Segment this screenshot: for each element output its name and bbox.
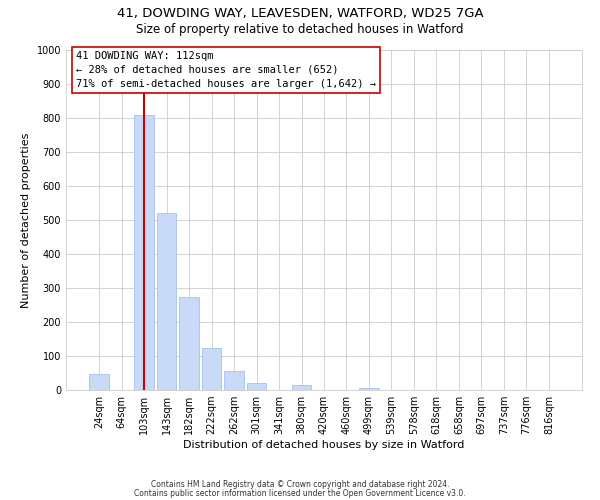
Bar bbox=[292, 385, 311, 390]
Bar bbox=[179, 296, 199, 390]
Text: Contains public sector information licensed under the Open Government Licence v3: Contains public sector information licen… bbox=[134, 488, 466, 498]
Bar bbox=[134, 114, 154, 390]
Text: 41 DOWDING WAY: 112sqm
← 28% of detached houses are smaller (652)
71% of semi-de: 41 DOWDING WAY: 112sqm ← 28% of detached… bbox=[76, 50, 376, 88]
Text: Contains HM Land Registry data © Crown copyright and database right 2024.: Contains HM Land Registry data © Crown c… bbox=[151, 480, 449, 489]
X-axis label: Distribution of detached houses by size in Watford: Distribution of detached houses by size … bbox=[184, 440, 464, 450]
Text: 41, DOWDING WAY, LEAVESDEN, WATFORD, WD25 7GA: 41, DOWDING WAY, LEAVESDEN, WATFORD, WD2… bbox=[116, 8, 484, 20]
Bar bbox=[359, 388, 379, 390]
Y-axis label: Number of detached properties: Number of detached properties bbox=[21, 132, 31, 308]
Bar bbox=[157, 213, 176, 390]
Bar bbox=[247, 382, 266, 390]
Bar bbox=[89, 374, 109, 390]
Bar bbox=[202, 348, 221, 390]
Bar bbox=[224, 370, 244, 390]
Text: Size of property relative to detached houses in Watford: Size of property relative to detached ho… bbox=[136, 22, 464, 36]
